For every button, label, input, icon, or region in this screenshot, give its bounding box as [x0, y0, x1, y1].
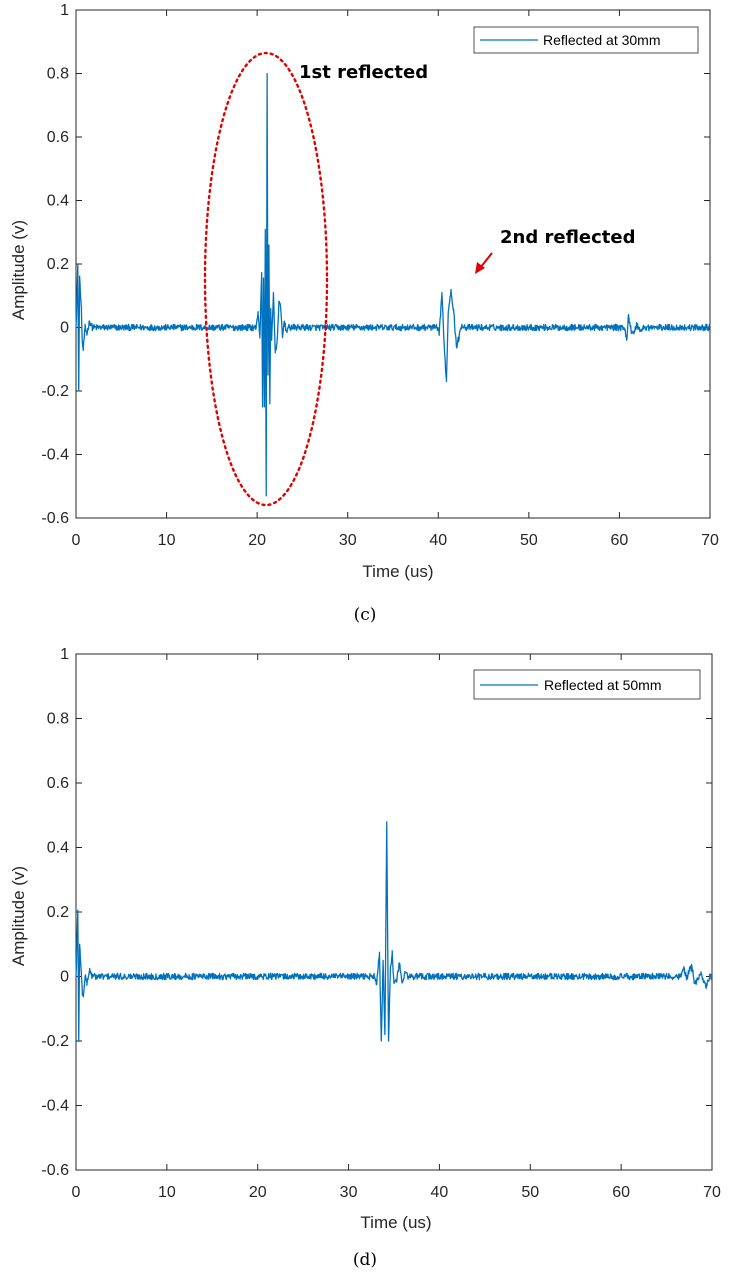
y-axis: -0.6 -0.4 -0.2 0 0.2 0.4 0.6 0.8 1 [41, 646, 712, 1179]
y-tick-label: -0.6 [41, 510, 69, 527]
x-tick-label: 50 [520, 532, 538, 549]
y-tick-label: 0 [60, 320, 69, 337]
x-tick-label: 20 [249, 1184, 267, 1201]
y-tick-label: 0.2 [47, 904, 69, 921]
y-axis: -0.6 -0.4 -0.2 0 0.2 0.4 0.6 0.8 1 [41, 2, 710, 527]
x-tick-label: 70 [703, 1184, 721, 1201]
y-tick-label: 0.6 [47, 775, 69, 792]
legend: Reflected at 50mm [473, 669, 701, 700]
y-tick-label: 0.4 [47, 840, 69, 857]
x-tick-label: 50 [521, 1184, 539, 1201]
series-line [75, 72, 711, 497]
caption-d: (d) [353, 1250, 377, 1270]
y-tick-label: 0.8 [47, 711, 69, 728]
chart-d: 0 10 20 30 40 50 60 70 -0.6 -0.4 -0.2 0 0.2 0.4 0.6 0.… [9, 646, 721, 1270]
x-tick-label: 10 [158, 1184, 176, 1201]
y-tick-label: -0.2 [41, 1033, 69, 1050]
x-tick-label: 60 [611, 532, 629, 549]
y-tick-label: 0.4 [47, 193, 69, 210]
annotation-2nd-reflected: 2nd reflected [500, 227, 636, 248]
y-tick-label: 1 [60, 646, 69, 663]
chart-c: 0 10 20 30 40 50 60 70 -0.6 -0.4 -0.2 0 0.2 0.4 0.6 0.… [9, 2, 719, 625]
plot-area [75, 653, 713, 1171]
x-tick-label: 30 [340, 1184, 358, 1201]
y-tick-label: -0.4 [41, 447, 69, 464]
x-tick-label: 40 [429, 532, 447, 549]
x-axis-label: Time (us) [360, 1213, 431, 1232]
y-tick-label: -0.6 [41, 1162, 69, 1179]
y-tick-label: 0.8 [47, 66, 69, 83]
plot-area [75, 9, 711, 519]
x-axis: 0 10 20 30 40 50 60 70 [72, 10, 719, 549]
series-line [75, 821, 713, 1042]
x-tick-label: 10 [158, 532, 176, 549]
y-tick-label: 0.6 [47, 129, 69, 146]
x-tick-label: 40 [431, 1184, 449, 1201]
y-tick-label: -0.4 [41, 1098, 69, 1115]
x-tick-label: 0 [72, 1184, 81, 1201]
legend-label: Reflected at 50mm [544, 677, 662, 693]
annotation-arrow [475, 252, 493, 274]
y-axis-label: Amplitude (v) [9, 220, 28, 320]
x-tick-label: 30 [339, 532, 357, 549]
x-tick-label: 20 [248, 532, 266, 549]
legend: Reflected at 30mm [473, 26, 699, 54]
x-tick-label: 70 [701, 532, 719, 549]
caption-c: (c) [354, 605, 377, 625]
x-axis: 0 10 20 30 40 50 60 70 [72, 654, 721, 1201]
x-axis-label: Time (us) [362, 562, 433, 581]
x-tick-label: 0 [72, 532, 81, 549]
y-tick-label: 0.2 [47, 256, 69, 273]
x-tick-label: 60 [612, 1184, 630, 1201]
first-reflection-ellipse [203, 51, 329, 507]
y-tick-label: 0 [60, 969, 69, 986]
y-tick-label: -0.2 [41, 383, 69, 400]
annotation-1st-reflected: 1st reflected [299, 62, 428, 83]
y-tick-label: 1 [60, 2, 69, 19]
y-axis-label: Amplitude (v) [9, 866, 28, 966]
legend-label: Reflected at 30mm [543, 32, 661, 48]
